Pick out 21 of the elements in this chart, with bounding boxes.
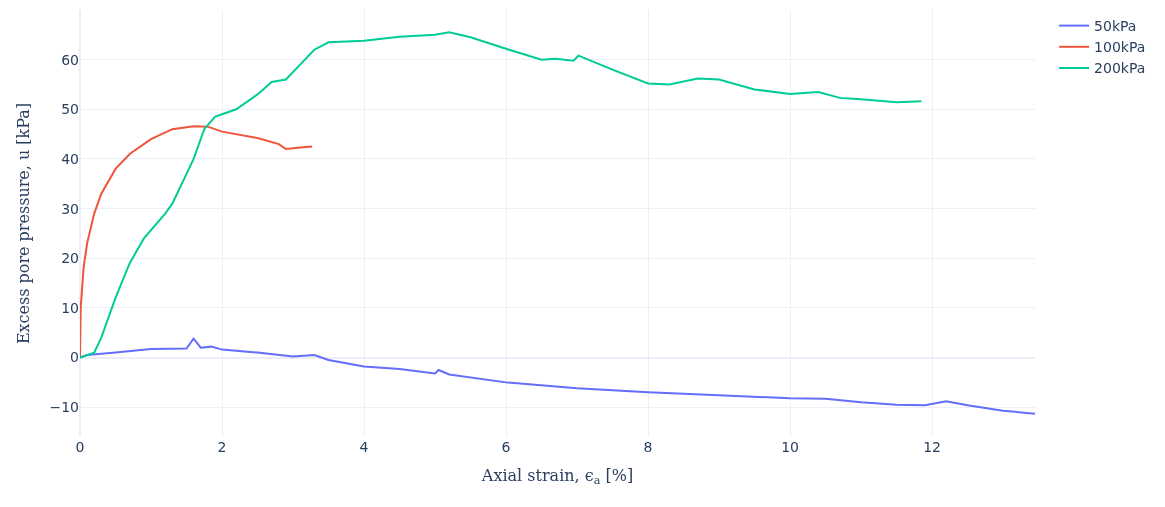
x-tick-label: 2 (217, 439, 227, 455)
y-axis-title: Excess pore pressure, u [kPa] (14, 102, 34, 345)
x-tick-label: 8 (643, 439, 653, 455)
x-tick-label: 12 (923, 439, 941, 455)
x-tick-label: 10 (781, 439, 799, 455)
x-axis-title: Axial strain, ϵ$_{a}$ [%] (480, 465, 634, 488)
y-tick-label: 0 (70, 349, 79, 366)
x-tick-label: 6 (501, 439, 511, 455)
y-tick-label: 30 (61, 200, 79, 217)
x-tick-label: 4 (359, 439, 369, 455)
y-tick-label: 50 (61, 101, 79, 118)
y-tick-label: 20 (61, 250, 79, 267)
legend-label: 200kPa (1094, 60, 1146, 77)
line-series (80, 125, 314, 359)
y-tick-label: 40 (61, 150, 79, 167)
line-series (80, 31, 923, 359)
y-tick-label: 60 (61, 51, 79, 68)
y-tick-label: −10 (49, 399, 79, 416)
y-tick-label: 10 (61, 299, 79, 316)
legend-label: 50kPa (1094, 18, 1137, 35)
legend-label: 100kPa (1094, 39, 1146, 56)
